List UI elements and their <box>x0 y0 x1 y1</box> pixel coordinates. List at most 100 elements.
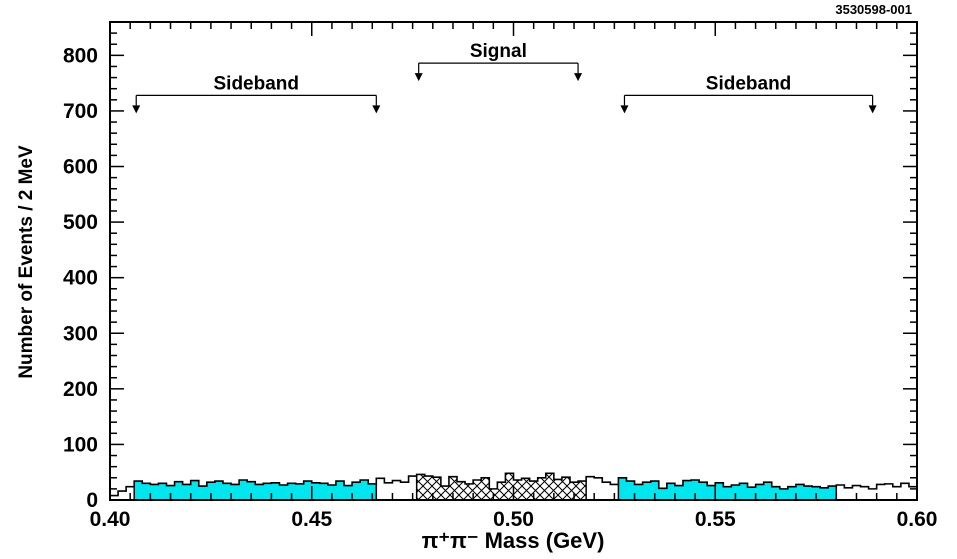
histogram-bar <box>134 481 143 500</box>
histogram-bar <box>900 483 910 500</box>
histogram-bar <box>618 477 627 500</box>
histogram-bar <box>448 476 458 500</box>
annotation-arrow-head <box>372 105 381 114</box>
histogram-bar <box>384 482 393 500</box>
histogram-bar <box>537 477 547 500</box>
axes-layer: 0.40 0.45 0.50 0.55 0.60 0 100 200 300 400 500 600 7… <box>63 21 938 531</box>
histogram-bar <box>707 485 716 500</box>
bars-layer <box>110 473 918 500</box>
annotation-arrow-head <box>132 105 141 114</box>
histogram-bar <box>174 481 183 500</box>
histogram-bar <box>699 482 708 500</box>
histogram-bar <box>787 486 797 500</box>
y-tick-label: 400 <box>63 267 98 290</box>
histogram-bar <box>876 484 886 500</box>
histogram-bar <box>553 479 563 500</box>
histogram-bar <box>352 482 361 500</box>
histogram-bar <box>691 479 700 500</box>
histogram-bar <box>739 483 748 500</box>
annotation-arrow-head <box>868 105 877 114</box>
histogram-bar <box>239 479 248 500</box>
histogram-bar <box>594 477 603 500</box>
histogram-bar <box>247 481 256 500</box>
annotation-label: Signal <box>470 41 527 62</box>
annotation-label: Sideband <box>214 73 300 94</box>
x-axis-label: π⁺π⁻ Mass (GeV) <box>422 528 605 553</box>
histogram-bar <box>755 484 764 500</box>
histogram-bar <box>836 484 845 500</box>
histogram-bar <box>110 495 119 500</box>
histogram-bar <box>521 478 530 500</box>
histogram-bar <box>231 484 240 500</box>
x-tick-label: 0.55 <box>695 508 736 531</box>
histogram-bar <box>465 483 474 500</box>
histogram-bar <box>360 479 369 500</box>
histogram-bar <box>868 488 877 500</box>
histogram-bar <box>473 479 482 500</box>
histogram-bar <box>610 484 619 500</box>
histogram-bar <box>884 483 894 500</box>
histogram-bar <box>529 481 539 500</box>
histogram-bar <box>271 482 280 500</box>
x-tick-label: 0.50 <box>493 508 534 531</box>
histogram-bar <box>279 484 288 500</box>
annotation-arrow-head <box>414 73 423 82</box>
y-tick-label: 300 <box>63 322 98 345</box>
histogram-bar <box>198 486 208 500</box>
histogram-bar <box>505 473 514 500</box>
histogram-bar <box>424 476 434 500</box>
x-tick-label: 0.45 <box>291 508 332 531</box>
histogram-bar <box>319 483 329 500</box>
histogram-bar <box>376 478 385 500</box>
histogram-bar <box>327 484 337 500</box>
histogram-bar <box>118 491 127 500</box>
histogram-bar <box>497 482 506 500</box>
annotation-arrow-head <box>574 73 583 82</box>
histogram-bar <box>723 486 732 500</box>
histogram-bar <box>715 482 724 500</box>
annotation-layer: Sideband Signal Sideband <box>132 41 877 114</box>
histogram-bar <box>335 481 345 500</box>
histogram-bar <box>206 482 216 500</box>
histogram-bar <box>860 486 869 500</box>
histogram-bar <box>747 487 756 500</box>
x-tick-label: 0.60 <box>897 508 938 531</box>
histogram-bar <box>578 481 587 500</box>
histogram-bar <box>457 481 466 500</box>
histogram-bar <box>666 483 676 500</box>
histogram-bar <box>658 488 668 500</box>
histogram-bar <box>828 486 837 500</box>
histogram-bar <box>368 483 377 500</box>
histogram-bar <box>804 486 813 500</box>
histogram-bar <box>545 473 555 500</box>
histogram-bar <box>287 483 296 500</box>
y-tick-label: 100 <box>63 433 98 456</box>
histogram-bar <box>190 480 200 500</box>
y-tick-label: 700 <box>63 100 98 123</box>
histogram-bar <box>569 482 579 500</box>
histogram-bar <box>142 483 151 500</box>
histogram-bar <box>481 477 490 500</box>
figure-id-label: 3530598-001 <box>835 2 912 17</box>
histogram-bar <box>263 483 272 500</box>
y-axis-label: Number of Events / 2 MeV <box>16 145 37 379</box>
histogram-bar <box>602 482 611 500</box>
y-tick-label: 200 <box>63 378 98 401</box>
histogram-bar <box>908 486 918 500</box>
y-tick-label: 0 <box>86 489 98 512</box>
histogram-bar <box>586 476 595 500</box>
histogram-bar <box>795 484 805 500</box>
y-tick-label: 600 <box>63 156 98 179</box>
histogram-bar <box>408 476 417 500</box>
histogram-bar <box>626 481 635 500</box>
histogram-bar <box>844 487 853 500</box>
histogram-bar <box>392 480 401 500</box>
histogram-bar <box>295 483 304 500</box>
histogram-bar <box>634 484 643 500</box>
histogram-bar <box>763 482 773 500</box>
histogram-bar <box>182 484 191 500</box>
histogram-bar <box>731 484 740 500</box>
histogram-bar <box>642 482 651 500</box>
histogram-bar <box>344 485 353 500</box>
